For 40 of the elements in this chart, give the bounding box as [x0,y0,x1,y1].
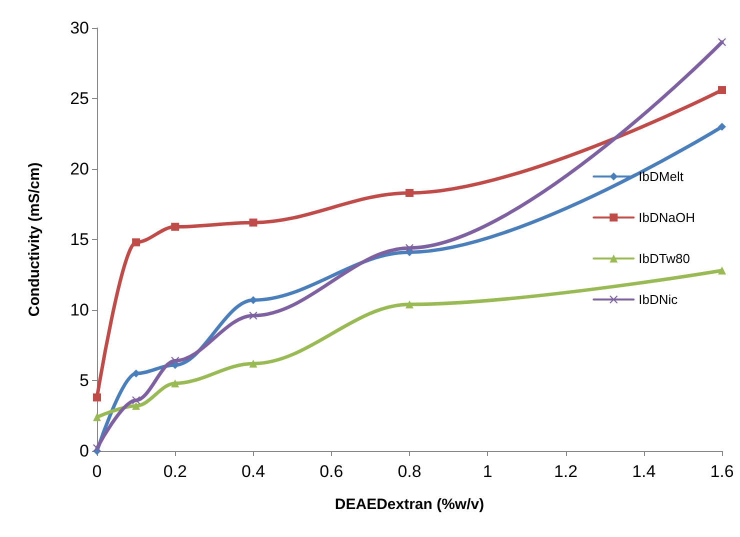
x-tick-label: 0 [92,462,102,481]
point [132,396,140,404]
x-tick-label: 1.2 [554,462,578,481]
point [718,38,726,46]
point [249,218,258,227]
y-tick-label: 30 [70,18,89,38]
point [718,86,726,94]
point [132,238,140,246]
y-tick-label: 20 [70,160,89,178]
y-tick-label: 5 [80,371,89,390]
x-tick-label: 0.8 [398,462,422,481]
legend-label: IbDMelt [638,169,684,184]
y-tick-label: 0 [80,442,89,460]
point [93,413,101,422]
point [171,222,180,231]
point [171,379,180,388]
y-tick-label: 10 [70,300,89,320]
legend-label: IbDNic [638,292,678,307]
x-tick-label: 1 [482,462,492,481]
x-tick-label: 1.6 [710,462,734,481]
point [171,356,180,365]
y-tick-label: 15 [70,230,89,249]
point [406,300,414,308]
legend-label: IbDNaOH [638,210,696,225]
point [406,188,414,197]
point [132,402,140,410]
x-tick-label: 0.4 [241,462,266,481]
y-axis-title: Conductivity (mS/cm) [26,162,43,317]
y-tick-label: 25 [70,89,89,108]
x-axis-title: DEAEDextran (%w/v) [334,496,484,513]
x-tick-label: 1.4 [632,462,656,481]
point [249,360,258,368]
point [718,122,726,131]
point [406,244,414,252]
x-tick-label: 0.2 [163,462,187,481]
point [718,266,726,275]
point [93,393,101,402]
legend-label: IbDTw80 [638,251,690,266]
x-tick-label: 0.6 [320,462,344,481]
point [249,312,258,320]
